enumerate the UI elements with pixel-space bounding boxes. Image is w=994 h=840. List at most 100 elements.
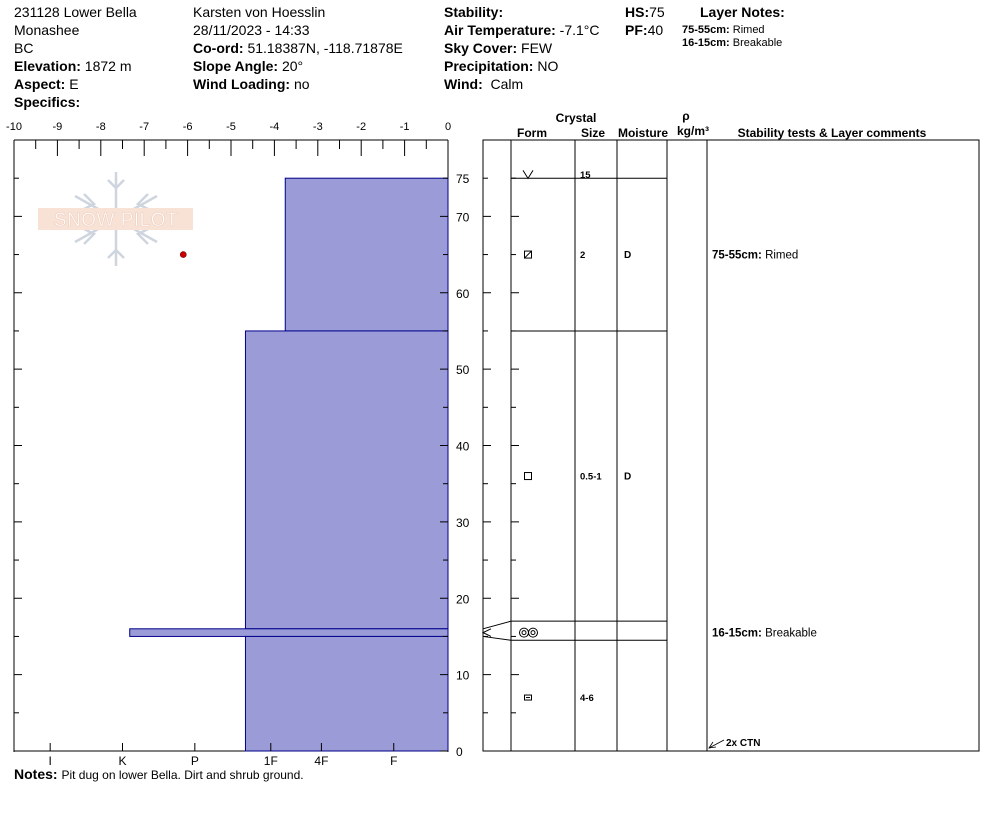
temperature-points bbox=[179, 251, 187, 258]
wind-loading-field: Wind Loading: no bbox=[193, 75, 310, 93]
hardness-bar-3 bbox=[129, 628, 449, 637]
hardness-tick-label: P bbox=[191, 754, 199, 768]
pf-field: PF:40 bbox=[625, 21, 663, 39]
hardness-profile bbox=[129, 177, 449, 752]
air-temp-value: -7.1°C bbox=[559, 22, 600, 38]
layer-note-2: 16-15cm: Breakable bbox=[682, 37, 782, 50]
height-tick-label: 50 bbox=[456, 363, 470, 377]
range-name: Monashee bbox=[14, 22, 80, 38]
specifics-field: Specifics: bbox=[14, 93, 80, 111]
new-snow-icon bbox=[522, 170, 534, 180]
hardness-bar-4 bbox=[244, 635, 449, 752]
density-symbol: ρ bbox=[682, 109, 689, 123]
stability-field: Stability: bbox=[444, 3, 503, 21]
height-tick-label: 20 bbox=[456, 592, 470, 606]
layer-note-2-text: Breakable bbox=[732, 37, 783, 49]
height-tick-label: 70 bbox=[456, 210, 470, 224]
form-header: Form bbox=[517, 126, 547, 140]
coord-field: Co-ord: 51.18387N, -118.71878E bbox=[193, 39, 403, 57]
pf-value: 40 bbox=[647, 22, 664, 38]
slope-label: Slope Angle: bbox=[193, 58, 279, 74]
layer-size: 2 bbox=[580, 250, 585, 261]
air-temp-field: Air Temperature: -7.1°C bbox=[444, 21, 600, 39]
hardness-bar-2 bbox=[244, 330, 449, 630]
precip-label: Precipitation: bbox=[444, 58, 534, 74]
hardness-tick-label: 4F bbox=[314, 754, 328, 768]
height-tick-label: 10 bbox=[456, 669, 470, 683]
elevation-label: Elevation: bbox=[14, 58, 81, 74]
observation-datetime: 28/11/2023 - 14:33 bbox=[193, 22, 310, 38]
hardness-bar-1 bbox=[284, 177, 449, 332]
height-tick-label: 75 bbox=[456, 172, 470, 186]
hardness-tick-label: 1F bbox=[264, 754, 278, 768]
pit-name: 231128 Lower Bella bbox=[14, 4, 137, 20]
test-result-text: 2x CTN bbox=[726, 738, 760, 749]
temp-tick-label: -8 bbox=[96, 121, 106, 133]
layer-table-frame bbox=[482, 139, 980, 752]
hardness-tick-label: K bbox=[118, 754, 126, 768]
temp-tick-label: -3 bbox=[313, 121, 323, 133]
temperature-axis: -10 -9 -8 -7 -6 -5 -4 -3 -2 -1 0 bbox=[6, 121, 451, 156]
layer-note-2-range: 16-15cm: bbox=[682, 37, 730, 49]
wind-field: Wind: Calm bbox=[444, 75, 523, 93]
layer-connector-notch bbox=[481, 628, 492, 637]
temp-tick-label: -4 bbox=[270, 121, 280, 133]
coord-value: 51.18387N, -118.71878E bbox=[247, 40, 403, 56]
hs-field: HS:75 bbox=[625, 3, 665, 21]
rimed-icon bbox=[524, 250, 532, 259]
temp-tick-label: -5 bbox=[226, 121, 236, 133]
stability-test-result: 2x CTN bbox=[708, 738, 760, 749]
aspect-label: Aspect: bbox=[14, 76, 66, 92]
pf-label: PF: bbox=[625, 22, 648, 38]
temp-tick-label: 0 bbox=[445, 121, 451, 133]
layer-note-1-range: 75-55cm: bbox=[682, 24, 730, 36]
hs-value: 75 bbox=[649, 4, 665, 20]
layer-note-1: 75-55cm: Rimed bbox=[682, 24, 765, 37]
notes-label: Notes: bbox=[14, 766, 58, 782]
layer-comment: 16-15cm: Breakable bbox=[712, 628, 817, 640]
stability-header: Stability tests & Layer comments bbox=[738, 126, 927, 140]
height-tick-label: 40 bbox=[456, 440, 470, 454]
height-axis: 0 10 20 30 40 50 60 70 75 bbox=[14, 172, 519, 759]
wind-loading-value: no bbox=[293, 76, 310, 92]
density-unit: kg/m³ bbox=[677, 124, 709, 138]
specifics-label: Specifics: bbox=[14, 94, 81, 110]
moisture-header: Moisture bbox=[618, 126, 668, 140]
temperature-point bbox=[179, 251, 187, 258]
temp-tick-label: -2 bbox=[356, 121, 366, 133]
hardness-tick-label: I bbox=[48, 754, 51, 768]
layer-rows: 15 2 D 75-55cm: Rimed 0.5-1 D 16-15cm: Breakab… bbox=[481, 170, 817, 704]
sky-field: Sky Cover: FEW bbox=[444, 39, 552, 57]
observer-name: Karsten von Hoesslin bbox=[193, 4, 326, 20]
coord-label: Co-ord: bbox=[193, 40, 244, 56]
temp-tick-label: -10 bbox=[6, 121, 22, 133]
logo-banner bbox=[38, 208, 193, 230]
melt-freeze-icon bbox=[519, 627, 538, 638]
test-arrow-head bbox=[708, 741, 717, 749]
temp-tick-label: -7 bbox=[139, 121, 149, 133]
height-tick-label: 60 bbox=[456, 287, 470, 301]
layer-moisture: D bbox=[624, 250, 631, 261]
sky-label: Sky Cover: bbox=[444, 40, 518, 56]
faceted-icon bbox=[524, 472, 532, 481]
snowpilot-logo: SNOW PILOT bbox=[38, 172, 193, 266]
test-arrow bbox=[708, 739, 725, 749]
notes-text: Pit dug on lower Bella. Dirt and shrub g… bbox=[61, 768, 304, 782]
logo-text: SNOW PILOT bbox=[54, 210, 178, 231]
layer-size: 4-6 bbox=[580, 693, 594, 704]
layer-connector-top bbox=[482, 620, 512, 630]
layer-size: 15 bbox=[580, 170, 591, 181]
stability-label: Stability: bbox=[444, 4, 504, 20]
aspect-field: Aspect: E bbox=[14, 75, 79, 93]
temp-tick-label: -9 bbox=[53, 121, 63, 133]
size-header: Size bbox=[581, 126, 605, 140]
sky-value: FEW bbox=[521, 40, 553, 56]
elevation-field: Elevation: 1872 m bbox=[14, 57, 132, 75]
hardness-tick-label: F bbox=[390, 754, 397, 768]
slope-value: 20° bbox=[281, 58, 304, 74]
layer-connector-bottom bbox=[482, 635, 512, 641]
elevation-value: 1872 m bbox=[84, 58, 132, 74]
wind-loading-label: Wind Loading: bbox=[193, 76, 291, 92]
wind-value: Calm bbox=[490, 76, 524, 92]
